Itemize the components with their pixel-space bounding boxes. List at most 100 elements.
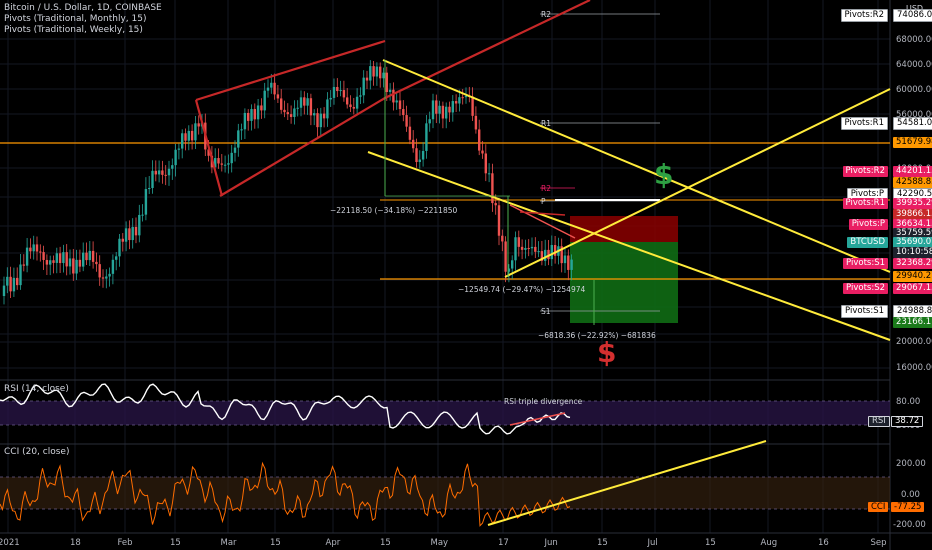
wedge-lower-line[interactable] — [219, 97, 386, 197]
candle-body — [154, 170, 157, 175]
small-red-trendline-2[interactable] — [519, 211, 566, 216]
price-label-tag: Pivots:R1 — [840, 117, 888, 130]
candle-body — [567, 255, 570, 270]
candle-body — [464, 95, 468, 98]
pivot-label-r2: R2 — [541, 10, 551, 19]
price-tick: 20000.00 — [896, 337, 932, 347]
price-tick: 68000.00 — [896, 35, 932, 45]
candle-body — [547, 249, 550, 260]
candle-body — [299, 97, 303, 108]
time-tick: 15 — [380, 538, 391, 548]
wedge-extension-line[interactable] — [384, 0, 591, 99]
candle-body — [332, 86, 336, 98]
price-label-value: 39935.29 — [893, 198, 932, 209]
price-tick: 16000.00 — [896, 363, 932, 373]
candle-body — [273, 82, 276, 95]
candle-body — [458, 97, 461, 104]
indicator-monthly-pivots[interactable]: Pivots (Traditional, Monthly, 15) — [4, 14, 147, 24]
candle-body — [388, 89, 392, 93]
candle-body — [144, 189, 148, 215]
time-tick: Apr — [326, 538, 341, 548]
small-red-trendline[interactable] — [509, 204, 576, 239]
candle-body — [161, 170, 164, 175]
price-tick: 64000.00 — [896, 60, 932, 70]
price-label-tag: BTCUSD — [847, 237, 888, 248]
channel-upper-line[interactable] — [382, 59, 891, 273]
candle-body — [478, 129, 481, 151]
candle-body — [197, 123, 200, 127]
candle-body — [270, 82, 273, 88]
pivot-label-p: P — [541, 197, 546, 206]
candle-body — [405, 115, 408, 127]
candle-body — [402, 109, 405, 116]
candle-body — [58, 253, 62, 264]
price-tick: 60000.00 — [896, 85, 932, 95]
measure-label-1: −22118.50 (−34.18%) −2211850 — [330, 206, 457, 215]
price-label-tag: Pivots:R2 — [842, 166, 888, 177]
candle-body — [379, 66, 382, 79]
candle-body — [431, 100, 435, 120]
time-tick: 15 — [270, 538, 281, 548]
position-target-zone[interactable] — [570, 242, 678, 323]
candle-body — [240, 129, 243, 131]
time-tick: Aug — [761, 538, 778, 548]
rsi-legend[interactable]: RSI (14, close) — [4, 384, 69, 394]
candle-body — [362, 77, 365, 96]
wedge-left-line[interactable] — [194, 99, 224, 197]
candle-body — [448, 106, 451, 113]
position-stop-zone[interactable] — [570, 216, 678, 242]
candle-body — [530, 246, 534, 249]
candle-body — [164, 174, 167, 176]
time-tick: 15 — [170, 538, 181, 548]
candle-body — [134, 226, 138, 236]
cci-trendline[interactable] — [487, 440, 767, 526]
candle-body — [19, 264, 22, 286]
candle-body — [359, 95, 362, 97]
rsi-divergence-line[interactable] — [509, 412, 566, 426]
time-tick: Feb — [118, 538, 133, 548]
candle-body — [184, 133, 187, 141]
candle-body — [487, 173, 491, 175]
price-label-value: 35759.59 — [893, 228, 932, 239]
candle-body — [339, 90, 342, 92]
candle-body — [494, 203, 497, 206]
candle-body — [276, 94, 280, 99]
channel-lower-line[interactable] — [367, 151, 891, 341]
rsi-line[interactable] — [0, 383, 571, 435]
dollar-down-icon: $ — [597, 336, 616, 369]
candle-body — [520, 246, 524, 250]
symbol-legend[interactable]: Bitcoin / U.S. Dollar, 1D, COINBASE Pivo… — [4, 3, 162, 36]
candle-body — [25, 247, 29, 266]
measure-label-3: −6818.36 (−22.92%) −681836 — [538, 331, 656, 340]
cci-tick-200: 200.00 — [896, 459, 926, 469]
candle-body — [438, 105, 441, 114]
indicator-weekly-pivots[interactable]: Pivots (Traditional, Weekly, 15) — [4, 25, 143, 35]
dollar-up-icon: $ — [654, 158, 673, 191]
price-label-value: 29067.15 — [893, 283, 932, 294]
cci-tick-0: 0.00 — [901, 490, 920, 500]
rsi-band — [0, 401, 890, 425]
candle-body — [289, 114, 293, 117]
candle-body — [2, 285, 6, 296]
candle-body — [471, 96, 474, 116]
cci-line[interactable] — [0, 461, 571, 527]
candle-body — [504, 241, 507, 272]
candlestick-series[interactable] — [2, 60, 573, 305]
cci-legend[interactable]: CCI (20, close) — [4, 447, 70, 457]
channel-rising-line[interactable] — [504, 88, 891, 278]
candle-body — [118, 238, 121, 257]
time-axis[interactable]: 2021 18 Feb 15 Mar 15 Apr 15 May 17 Jun 15 Jul 15 Aug 1… — [0, 538, 887, 548]
candle-body — [553, 245, 557, 256]
wedge-upper-line[interactable] — [195, 39, 386, 102]
candle-body — [128, 228, 131, 241]
price-label-value: 29940.27 — [893, 271, 932, 282]
candle-body — [32, 244, 35, 252]
candle-body — [316, 113, 319, 128]
candle-body — [352, 107, 355, 109]
candle-body — [42, 252, 45, 260]
candle-body — [484, 153, 487, 174]
symbol-title: Bitcoin / U.S. Dollar, 1D, COINBASE — [4, 3, 162, 13]
candle-body — [177, 148, 181, 150]
price-label-value: 32368.29 — [893, 258, 932, 269]
